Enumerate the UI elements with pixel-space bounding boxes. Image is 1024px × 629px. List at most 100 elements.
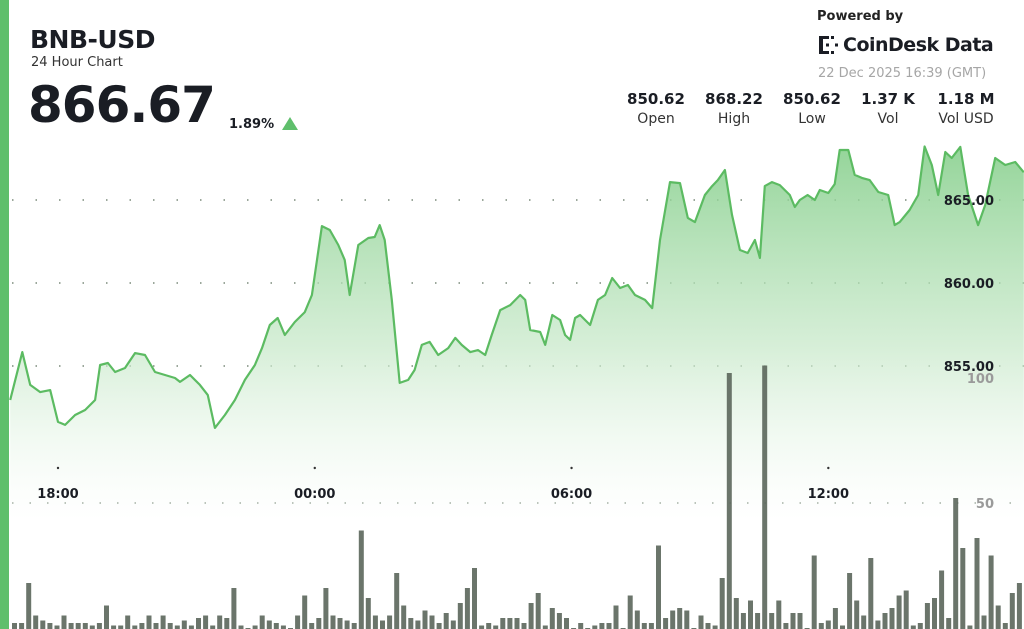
volume-bar — [910, 625, 916, 629]
volume-bar — [486, 623, 492, 629]
volume-bar — [380, 620, 385, 629]
volume-bar — [748, 600, 753, 629]
volume-bar — [280, 625, 286, 629]
stat-label: High — [717, 111, 751, 127]
price-area-fill — [10, 146, 1024, 629]
volume-bar — [995, 605, 1001, 629]
volume-bar — [514, 618, 520, 629]
coindesk-logo: CoinDesk Data — [817, 34, 994, 56]
volume-bar — [252, 625, 258, 629]
volume-bar — [337, 618, 343, 629]
volume-bar — [677, 608, 683, 629]
volume-bar — [40, 620, 46, 629]
price-tick-label: 865.00 — [944, 194, 994, 209]
volume-bar — [146, 615, 152, 629]
volume-bar — [181, 620, 187, 629]
x-tick-label: 18:00 — [37, 487, 78, 502]
volume-bar — [634, 610, 640, 629]
volume-bar — [988, 555, 994, 629]
volume-bar — [684, 610, 690, 629]
volume-bar — [641, 623, 647, 629]
up-arrow-icon — [282, 117, 298, 130]
stat-high: 868.22 High — [694, 90, 774, 127]
stat-vol-usd: 1.18 M Vol USD — [926, 90, 1006, 127]
volume-bar — [797, 613, 803, 629]
x-tick-label: 12:00 — [808, 487, 849, 502]
volume-bar — [436, 623, 442, 629]
volume-bar — [832, 608, 838, 629]
volume-bar — [358, 530, 364, 629]
volume-bar — [196, 618, 201, 629]
volume-bar — [464, 588, 470, 629]
accent-bar — [0, 0, 9, 629]
coindesk-logo-icon — [819, 36, 838, 54]
volume-bar — [578, 623, 584, 629]
volume-bar — [210, 625, 216, 629]
volume-bar — [54, 625, 60, 629]
price-tick-label: 860.00 — [944, 277, 994, 292]
timestamp: 22 Dec 2025 16:39 (GMT) — [818, 66, 987, 81]
volume-bar — [33, 615, 39, 629]
volume-bar — [705, 623, 711, 629]
volume-bar — [847, 573, 853, 629]
volume-bar — [295, 615, 301, 629]
volume-bar — [19, 623, 25, 629]
volume-bar — [1009, 593, 1015, 629]
volume-bar — [776, 600, 782, 629]
volume-bar — [344, 620, 350, 629]
powered-by-label: Powered by — [817, 9, 904, 24]
volume-bar — [726, 373, 732, 629]
x-tick-mark — [827, 466, 830, 470]
volume-bar — [840, 625, 845, 629]
volume-bar — [443, 613, 449, 629]
stat-value: 850.62 — [783, 90, 841, 108]
x-tick-label: 00:00 — [294, 487, 335, 502]
volume-bar — [903, 590, 909, 629]
volume-bars — [12, 365, 1022, 629]
volume-bar — [422, 610, 428, 629]
volume-bar — [387, 615, 393, 629]
volume-bar — [613, 605, 619, 629]
stat-label: Low — [798, 111, 826, 127]
volume-bar — [627, 595, 633, 629]
volume-bar — [1002, 623, 1008, 629]
volume-bar — [302, 595, 308, 629]
volume-bar — [896, 595, 902, 629]
volume-bar — [564, 618, 569, 629]
volume-bar — [825, 620, 831, 629]
volume-bar — [740, 613, 746, 629]
volume-bar — [528, 603, 534, 629]
volume-bar — [1016, 583, 1022, 629]
volume-bar — [323, 588, 329, 629]
volume-bar — [61, 615, 67, 629]
volume-bar — [939, 570, 945, 629]
stat-value: 1.37 K — [861, 90, 915, 108]
volume-bar — [542, 625, 548, 629]
volume-bar — [372, 615, 378, 629]
volume-bar — [861, 615, 867, 629]
volume-bar — [521, 623, 527, 629]
volume-tick-label: 100 — [967, 372, 994, 387]
volume-bar — [974, 538, 980, 629]
volume-bar — [259, 615, 265, 629]
volume-bar — [755, 613, 761, 629]
price-line — [9, 145, 1024, 429]
x-axis: 18:00 00:00 06:00 12:00 — [37, 466, 849, 502]
volume-bar — [139, 623, 145, 629]
stat-value: 850.62 — [627, 90, 685, 108]
volume-bar — [854, 600, 860, 629]
volume-bar — [160, 615, 166, 629]
volume-bar — [224, 618, 230, 629]
volume-bar — [924, 603, 930, 629]
volume-bar — [493, 625, 499, 629]
volume-bar — [606, 623, 612, 629]
x-tick-label: 06:00 — [551, 487, 592, 502]
volume-bar — [917, 623, 923, 629]
volume-bar — [47, 623, 53, 629]
volume-bar — [479, 625, 485, 629]
stat-label: Open — [637, 111, 675, 127]
volume-bar — [535, 593, 541, 629]
volume-bar — [231, 588, 237, 629]
volume-bar — [12, 623, 17, 629]
